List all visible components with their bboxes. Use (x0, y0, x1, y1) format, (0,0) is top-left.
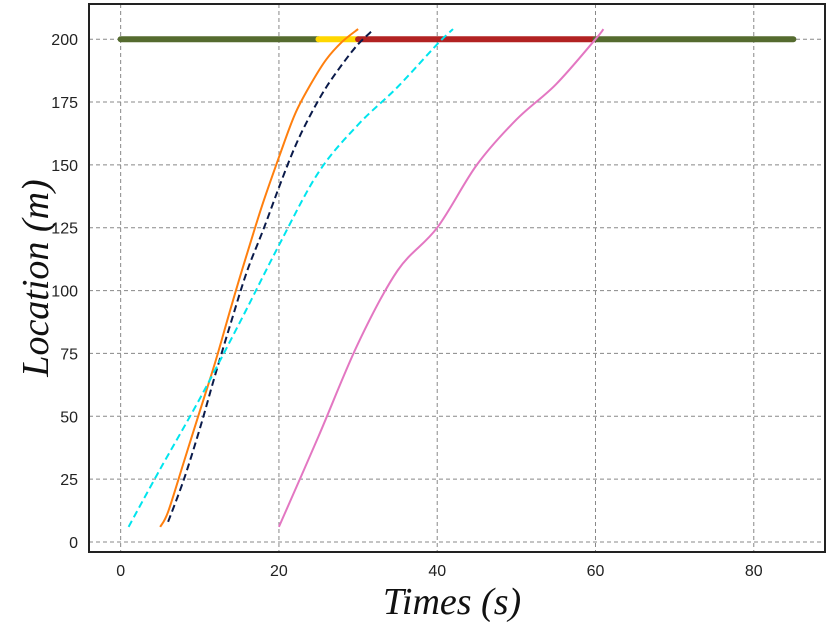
series-line-4 (277, 28, 605, 528)
y-tick-label: 75 (60, 346, 78, 363)
y-tick-label: 25 (60, 472, 78, 489)
grid (89, 4, 825, 552)
x-axis-title: Times (s) (383, 581, 521, 623)
ticks: 0 20 40 60 80 0 25 50 75 100 125 150 175 200 (51, 32, 762, 580)
y-tick-label: 150 (51, 158, 78, 175)
y-tick-label: 175 (51, 95, 78, 112)
x-tick-label: 80 (745, 563, 763, 580)
x-tick-label: 0 (116, 563, 125, 580)
plot-frame (88, 3, 826, 553)
x-tick-label: 40 (428, 563, 446, 580)
x-tick-label: 60 (587, 563, 605, 580)
y-axis-title: Location (m) (15, 179, 57, 377)
series-group (127, 28, 605, 528)
y-tick-label: 50 (60, 409, 78, 426)
x-tick-label: 20 (270, 563, 288, 580)
series-line-1 (159, 28, 359, 528)
series-line-3 (127, 28, 454, 528)
y-tick-label: 125 (51, 221, 78, 238)
y-tick-label: 100 (51, 284, 78, 301)
series-line-2 (167, 28, 375, 523)
y-tick-label: 0 (69, 535, 78, 552)
y-tick-label: 200 (51, 32, 78, 49)
